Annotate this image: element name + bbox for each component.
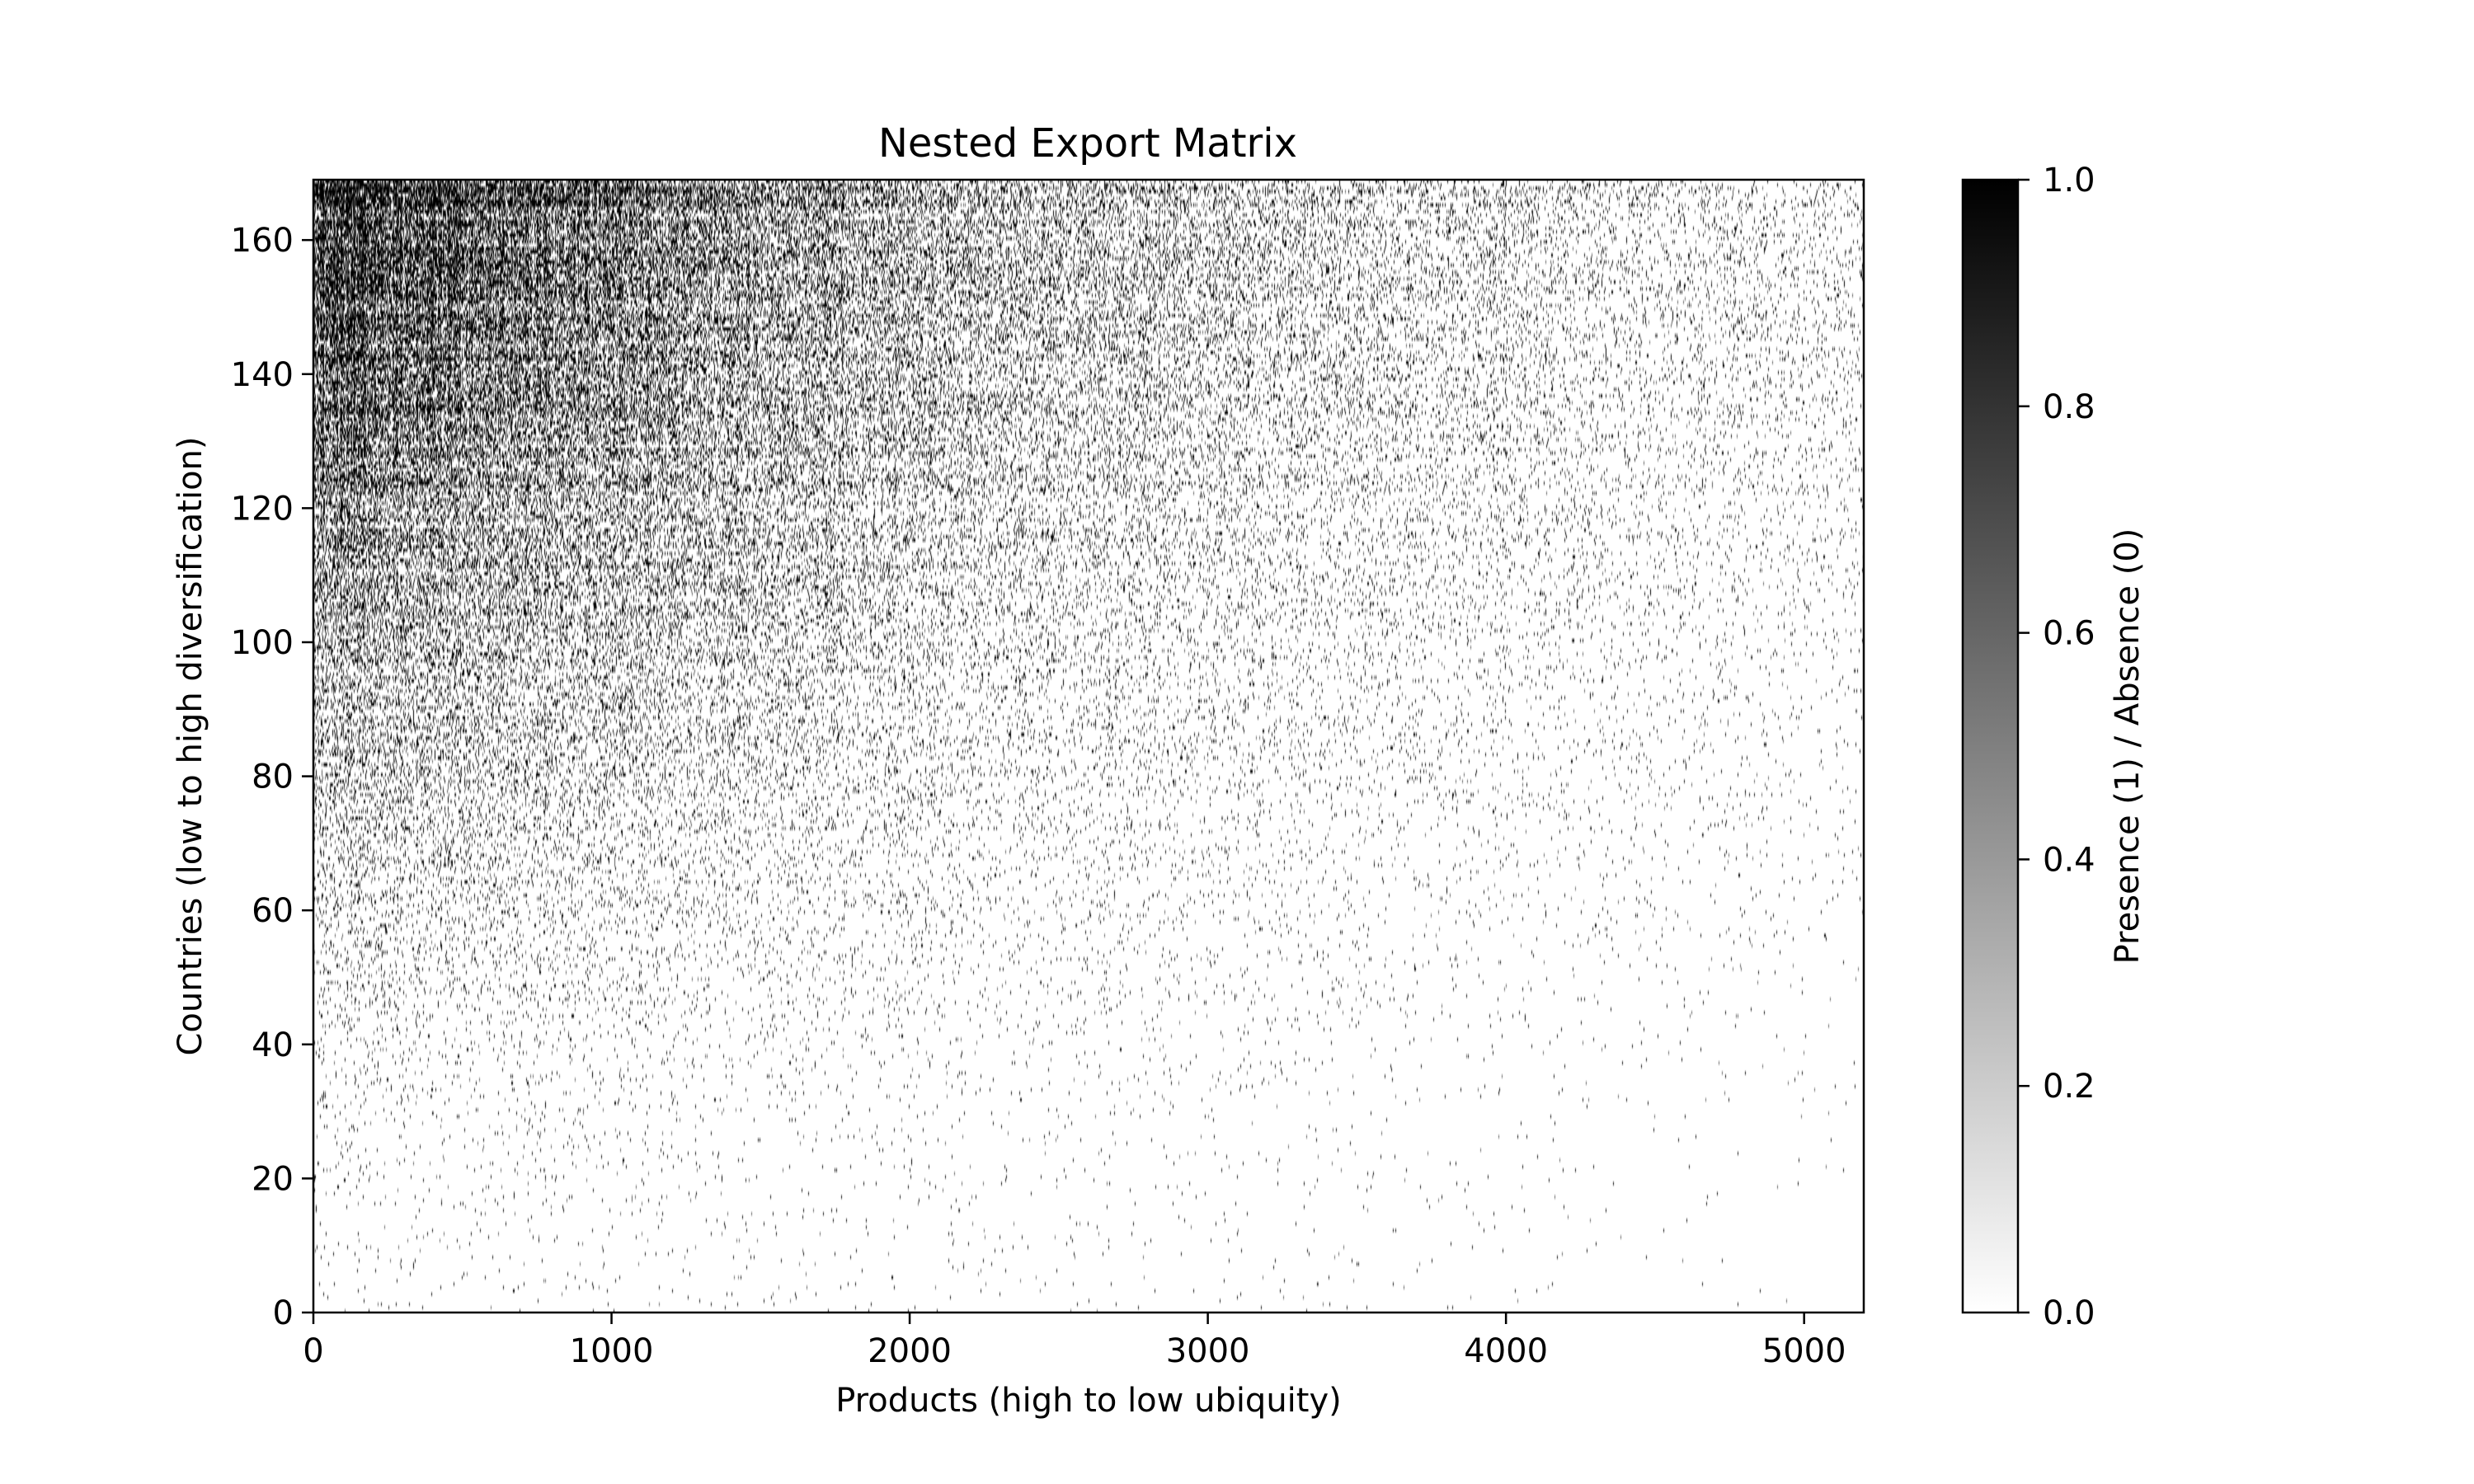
y-axis-label: Countries (low to high diversification) (172, 436, 209, 1055)
x-axis: 0 1000 2000 3000 4000 5000 (303, 1313, 1846, 1370)
x-tick-label: 0 (303, 1332, 323, 1370)
x-tick-label: 5000 (1762, 1332, 1846, 1370)
y-tick-label: 80 (252, 758, 294, 796)
y-tick-label: 140 (231, 356, 294, 394)
colorbar-axis: 0.0 0.2 0.4 0.6 0.8 1.0 (2018, 162, 2095, 1332)
heatmap-image (313, 180, 1864, 1313)
x-tick-label: 3000 (1166, 1332, 1250, 1370)
y-tick-label: 20 (252, 1160, 294, 1198)
x-axis-label: Products (high to low ubiquity) (835, 1382, 1342, 1420)
y-tick-label: 40 (252, 1026, 294, 1064)
colorbar-label: Presence (1) / Absence (0) (2109, 528, 2147, 965)
colorbar-tick-label: 0.8 (2043, 388, 2095, 426)
x-tick-label: 4000 (1464, 1332, 1548, 1370)
y-tick-label: 100 (231, 624, 294, 662)
y-tick-label: 0 (273, 1294, 294, 1332)
y-axis: 0 20 40 60 80 100 120 140 160 (231, 222, 313, 1332)
y-tick-label: 60 (252, 892, 294, 930)
colorbar-tick-label: 1.0 (2043, 162, 2095, 200)
colorbar-tick-label: 0.6 (2043, 615, 2095, 653)
colorbar-tick-label: 0.0 (2043, 1294, 2095, 1332)
y-tick-label: 120 (231, 490, 294, 528)
chart-title: Nested Export Matrix (878, 120, 1297, 167)
colorbar-tick-label: 0.2 (2043, 1068, 2095, 1106)
plot-frame (312, 178, 1865, 1314)
colorbar: 0.0 0.2 0.4 0.6 0.8 1.0 Presence (1) / Absenc… (1961, 162, 2147, 1332)
y-tick-label: 160 (231, 222, 294, 260)
colorbar-gradient (1961, 178, 2020, 1314)
colorbar-tick-label: 0.4 (2043, 841, 2095, 879)
x-tick-label: 2000 (868, 1332, 952, 1370)
x-tick-label: 1000 (570, 1332, 654, 1370)
heatmap-area (312, 178, 1865, 1314)
